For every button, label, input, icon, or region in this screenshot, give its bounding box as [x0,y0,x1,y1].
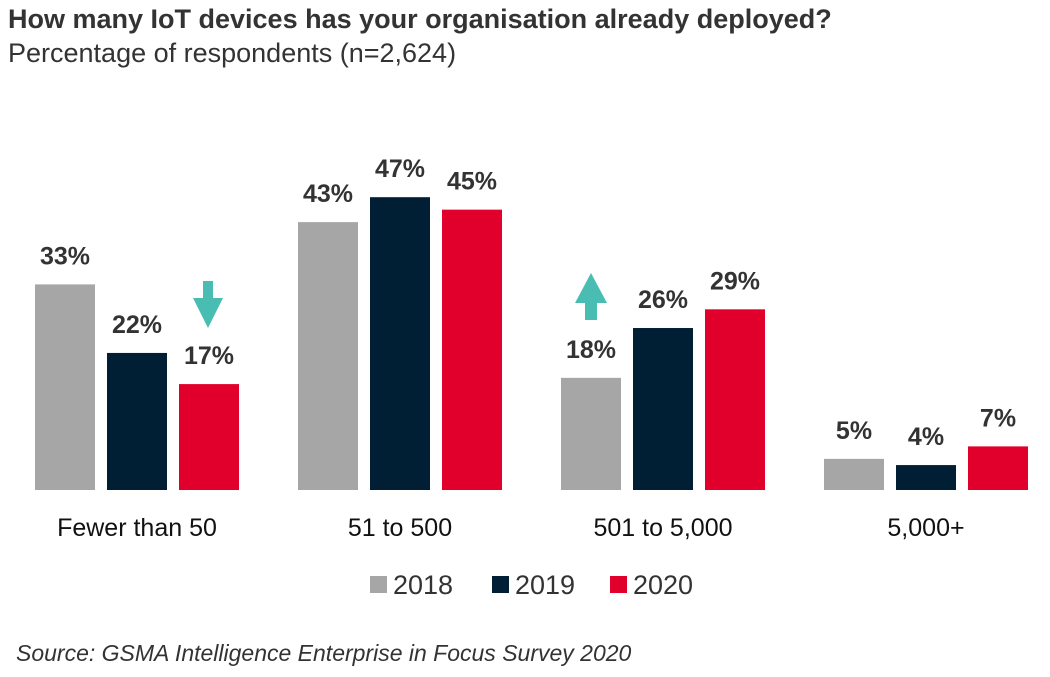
data-label: 22% [112,311,162,339]
data-label: 17% [184,342,234,370]
bar-2019-3 [896,465,956,490]
chart-subtitle: Percentage of respondents (n=2,624) [8,38,457,68]
bar-2019-2 [633,328,693,490]
legend-swatch-2018 [370,576,387,593]
data-label: 5% [836,417,872,445]
legend-label: 2018 [393,570,453,600]
bar-2018-3 [824,458,884,490]
data-label: 45% [447,168,497,196]
chart-title: How many IoT devices has your organisati… [8,4,832,34]
legend-swatch-2019 [492,576,509,593]
data-label: 29% [710,267,760,295]
source-note: Source: GSMA Intelligence Enterprise in … [16,640,632,666]
bar-2018-2 [561,377,621,490]
bar-2019-1 [370,197,430,490]
category-label: 5,000+ [887,514,964,542]
data-label: 47% [375,155,425,183]
data-label: 43% [303,180,353,208]
bar-2020-1 [442,209,502,490]
category-label: Fewer than 50 [57,514,217,542]
data-label: 26% [638,286,688,314]
data-label: 18% [566,336,616,364]
legend-label: 2019 [515,570,575,600]
bar-2018-1 [298,222,358,491]
down-arrow-icon [193,281,223,328]
category-label: 51 to 500 [348,514,452,542]
data-label: 4% [908,423,944,451]
up-arrow-icon [575,273,607,320]
bar-2020-3 [968,446,1028,490]
category-label: 501 to 5,000 [593,514,732,542]
bar-2020-2 [705,309,765,490]
data-label: 33% [40,242,90,270]
bar-2019-0 [107,352,167,490]
legend-label: 2020 [633,570,693,600]
bar-2018-0 [35,284,95,490]
data-label: 7% [980,404,1016,432]
bar-2020-0 [179,384,239,490]
legend-swatch-2020 [610,576,627,593]
